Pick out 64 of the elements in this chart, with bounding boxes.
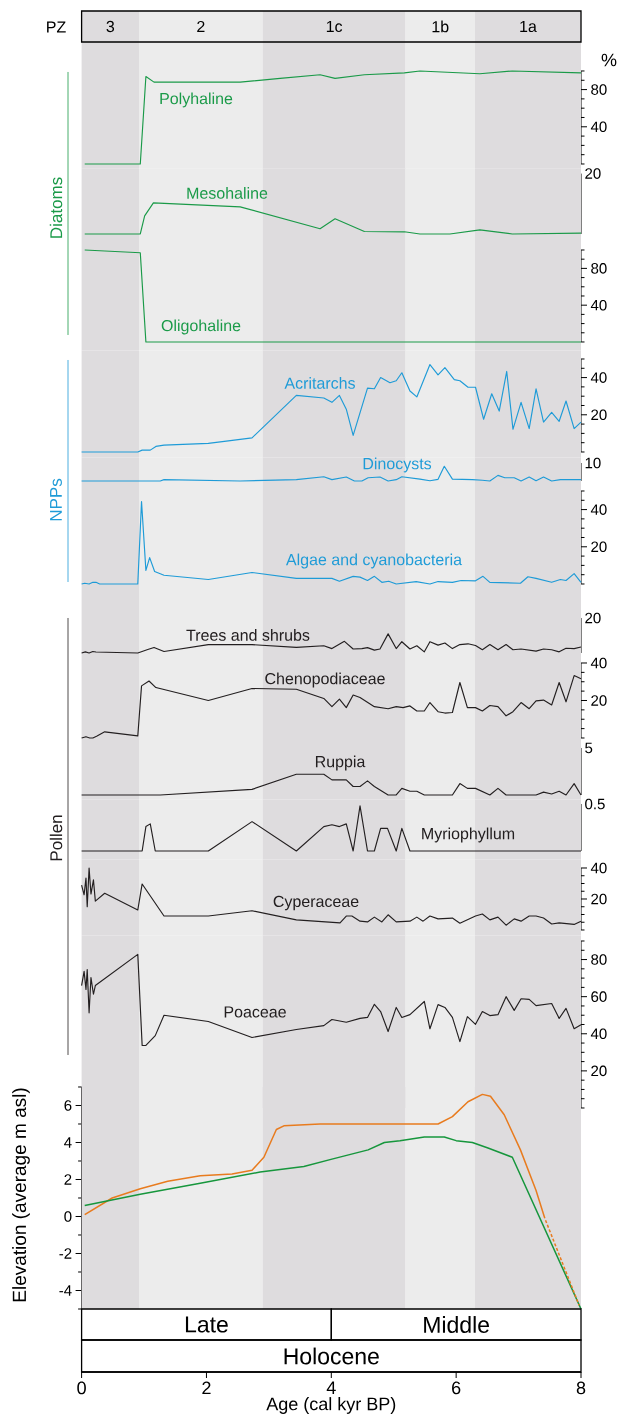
y-axis-title: Elevation (average m asl) (12, 1088, 30, 1302)
y-axis-title: NPPs (50, 478, 62, 521)
y-tick-label: -4 (59, 1285, 72, 1296)
y-tick-label: 20 (591, 1065, 607, 1077)
y-axis-title: Pollen (49, 815, 63, 861)
text: Holocene (284, 1347, 379, 1365)
y-tick-label: 80 (591, 84, 607, 95)
series-label: Algae and cyanobacteria (285, 553, 463, 569)
series-label: Polyhaline (160, 92, 233, 108)
text: 10 (585, 457, 601, 469)
band-label: 1a (520, 20, 537, 33)
y-tick-label: 40 (590, 657, 607, 669)
y-tick-label: 40 (590, 1028, 607, 1040)
chart-title: PZ (47, 21, 66, 33)
x-tick-label: 4 (326, 1381, 336, 1394)
series-label: Oligohaline (161, 319, 241, 335)
text: 5 (585, 742, 593, 754)
y-tick-label: 80 (591, 954, 607, 965)
x-tick-label: 6 (452, 1381, 461, 1395)
y-tick-label: 40 (590, 504, 607, 515)
y-tick-label: 6 (64, 1100, 72, 1111)
y-axis-title: Diatoms (49, 177, 63, 238)
line-series (83, 1136, 582, 1310)
y-tick-label: 60 (591, 991, 607, 1002)
y-tick-label: 0 (64, 1211, 72, 1222)
band-label: 2 (197, 20, 205, 33)
y-axis-title: % (601, 53, 617, 67)
line-series (81, 501, 582, 585)
line-series (84, 70, 582, 165)
y-tick-label: -2 (59, 1248, 72, 1259)
series-label: Trees and shrubs (186, 629, 310, 641)
band-label: 1b (432, 20, 449, 33)
y-tick-label: 2 (64, 1174, 72, 1185)
text: 0.5 (585, 798, 605, 810)
y-tick-label: 20 (591, 695, 607, 706)
y-tick-label: 20 (591, 893, 607, 905)
series-label: Acritarchs (284, 377, 355, 389)
line-series (81, 363, 582, 453)
x-axis-title: Age (cal kyr BP) (266, 1397, 396, 1414)
series-label: Poaceae (224, 1006, 286, 1018)
y-tick-label: 40 (590, 862, 607, 874)
series-label: Ruppia (315, 755, 366, 771)
series-label: Myriophyllum (422, 827, 515, 843)
line-series (81, 953, 582, 1047)
band-label: 3 (106, 20, 115, 33)
y-tick-label: 20 (591, 541, 607, 553)
text: Middle (424, 1316, 489, 1333)
series-label: Dinocysts (363, 457, 432, 473)
y-tick-label: 20 (591, 409, 607, 421)
y-tick-label: 40 (590, 372, 607, 383)
y-tick-label: 40 (590, 121, 607, 133)
text: Late (185, 1316, 228, 1333)
series-label: Chenopodiaceae (265, 672, 385, 688)
x-tick-label: 0 (77, 1381, 86, 1395)
y-tick-label: 80 (591, 263, 607, 274)
y-tick-label: 40 (590, 299, 607, 311)
series-label: Cyperaceae (273, 895, 359, 911)
series-label: Mesohaline (187, 187, 268, 199)
band-label: 1c (326, 20, 343, 33)
x-tick-label: 8 (576, 1381, 586, 1395)
x-tick-label: 2 (202, 1381, 211, 1395)
line-series (81, 674, 582, 739)
y-tick-label: 4 (64, 1137, 72, 1148)
line-series (81, 867, 582, 926)
